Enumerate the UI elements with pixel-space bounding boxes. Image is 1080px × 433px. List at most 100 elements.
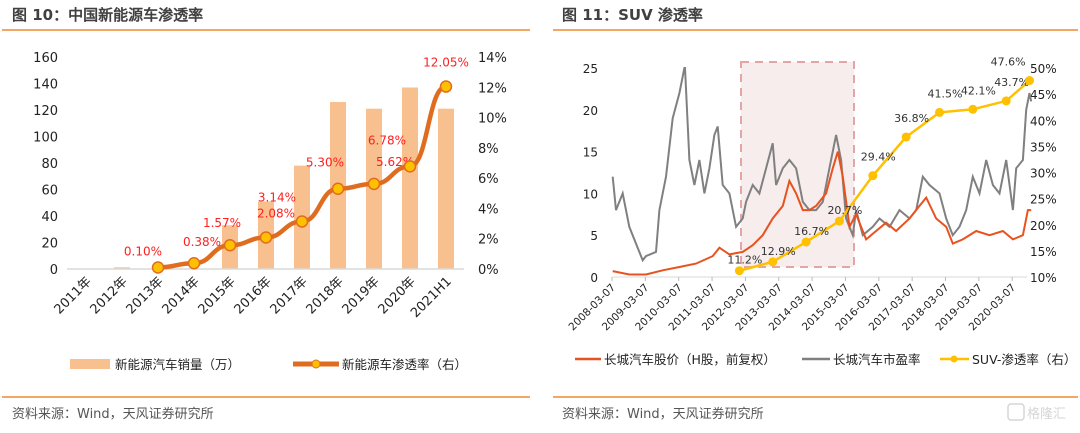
- legend-pe-label: 长城汽车市盈率: [833, 352, 921, 367]
- data-point: [331, 182, 345, 195]
- suv-data-point: [968, 104, 978, 114]
- right-y-tick: 0%: [478, 263, 499, 278]
- right-y-tick: 14%: [478, 51, 507, 66]
- x-tick-label: 2013年: [124, 274, 167, 317]
- suv-data-point: [768, 257, 778, 267]
- suv-data-label: 43.7%: [994, 76, 1029, 89]
- x-tick-label: 2016年: [232, 274, 275, 317]
- data-point: [295, 215, 309, 228]
- x-tick-label: 2011年: [52, 274, 95, 317]
- left-source: 资料来源：Wind，天风证券研究所: [12, 406, 214, 422]
- legend-line-label: 新能源车渗透率（右）: [342, 357, 467, 372]
- suv-data-point: [901, 132, 911, 142]
- data-label: 12.05%: [423, 56, 469, 70]
- data-point: [439, 80, 453, 93]
- right-y-tick: 6%: [478, 172, 499, 187]
- suv-data-point: [1001, 96, 1011, 106]
- suv-data-label: 42.1%: [961, 84, 996, 97]
- left-y-tick: 15: [583, 146, 598, 160]
- bar: [402, 87, 418, 269]
- left-legend: 新能源汽车销量（万） 新能源车渗透率（右）: [70, 357, 467, 372]
- suv-data-point: [868, 171, 878, 181]
- left-chart-title: 图 10：中国新能源车渗透率: [12, 6, 203, 24]
- suv-data-label: 16.7%: [794, 225, 829, 238]
- left-y-tick: 20: [41, 237, 58, 252]
- data-point: [151, 261, 165, 274]
- right-source: 资料来源：Wind，天风证券研究所: [562, 406, 764, 422]
- left-chart: 0 20 40 60 80 100 120 140 160 0% 2% 4% 6% 8% 10% 12% 14%…: [33, 51, 507, 321]
- right-y-tick: 2%: [478, 233, 499, 248]
- suv-data-point: [934, 107, 944, 117]
- data-label: 5.30%: [306, 156, 344, 170]
- right-y-tick: 30%: [1030, 167, 1057, 181]
- suv-data-label: 29.4%: [861, 151, 896, 164]
- suv-data-point: [1025, 76, 1035, 86]
- data-point: [367, 177, 381, 191]
- right-y-tick: 15%: [1030, 245, 1057, 259]
- legend-line-marker: [311, 359, 321, 369]
- x-tick-label: 2014年: [160, 274, 203, 317]
- x-tick-label: 2019年: [340, 274, 383, 317]
- legend-suv-marker: [950, 355, 958, 363]
- suv-data-label: 41.5%: [927, 87, 962, 100]
- left-y-tick: 100: [33, 131, 58, 146]
- suv-data-label: 36.8%: [894, 112, 929, 125]
- bar: [114, 267, 130, 269]
- left-y-tick: 0: [50, 263, 58, 278]
- right-y-tick: 50%: [1030, 62, 1057, 76]
- left-y-tick: 60: [41, 184, 58, 199]
- data-label: 1.57%: [203, 216, 241, 230]
- right-y-tick: 45%: [1030, 88, 1057, 102]
- right-chart: 051015202510%15%20%25%30%35%40%45%50%200…: [566, 56, 1056, 334]
- x-tick-label: 2012年: [88, 274, 131, 317]
- legend-stock-label: 长城汽车股价（H股，前复权）: [604, 352, 776, 367]
- bar: [438, 108, 454, 269]
- left-y-tick: 5: [590, 229, 598, 243]
- suv-data-label: 11.2%: [727, 254, 762, 267]
- left-y-tick: 20: [583, 104, 598, 118]
- data-point: [403, 160, 417, 173]
- data-label: 3.14%: [258, 190, 296, 204]
- legend-bar-swatch: [70, 359, 110, 369]
- right-legend: 长城汽车股价（H股，前复权） 长城汽车市盈率 SUV-渗透率（右）: [575, 352, 1076, 367]
- highlight-box: [740, 61, 855, 268]
- pe-ratio-line: [611, 67, 1033, 263]
- x-tick-label: 2018年: [304, 274, 347, 317]
- data-point: [187, 256, 201, 270]
- left-y-tick: 160: [33, 51, 58, 66]
- left-y-tick: 80: [41, 157, 58, 172]
- right-y-tick: 10%: [1030, 271, 1057, 285]
- right-y-tick: 35%: [1030, 140, 1057, 154]
- right-y-tick: 40%: [1030, 114, 1057, 128]
- data-point: [223, 238, 237, 252]
- data-point: [259, 231, 273, 244]
- suv-data-label: 20.7%: [827, 204, 862, 217]
- watermark-text: 格隆汇: [1027, 406, 1066, 422]
- left-y-tick: 120: [33, 104, 58, 119]
- data-label: 0.10%: [124, 244, 162, 258]
- left-y-tick: 10: [583, 187, 598, 201]
- suv-data-label: 12.9%: [761, 245, 796, 258]
- x-tick-label: 2017年: [268, 274, 311, 317]
- right-y-tick: 20%: [1030, 219, 1057, 233]
- right-y-tick: 12%: [478, 81, 507, 96]
- left-y-tick: 0: [590, 271, 598, 285]
- legend-bar-label: 新能源汽车销量（万）: [115, 357, 240, 372]
- right-y-tick: 10%: [478, 112, 507, 127]
- right-y-tick: 4%: [478, 202, 499, 217]
- suv-data-point: [834, 216, 844, 226]
- data-label: 2.08%: [257, 207, 295, 221]
- left-y-tick: 25: [583, 62, 598, 76]
- legend-suv-label: SUV-渗透率（右）: [972, 352, 1076, 367]
- right-chart-title: 图 11：SUV 渗透率: [562, 6, 703, 24]
- left-y-tick: 140: [33, 78, 58, 93]
- suv-data-point: [734, 266, 744, 276]
- stock-price-line: [612, 151, 1032, 276]
- suv-data-point: [801, 237, 811, 247]
- data-label: 0.38%: [183, 235, 221, 249]
- suv-data-label: 47.6%: [991, 56, 1026, 69]
- left-y-tick: 40: [41, 210, 58, 225]
- x-tick-label: 2015年: [196, 274, 239, 317]
- watermark-logo: 格隆汇: [1007, 403, 1066, 422]
